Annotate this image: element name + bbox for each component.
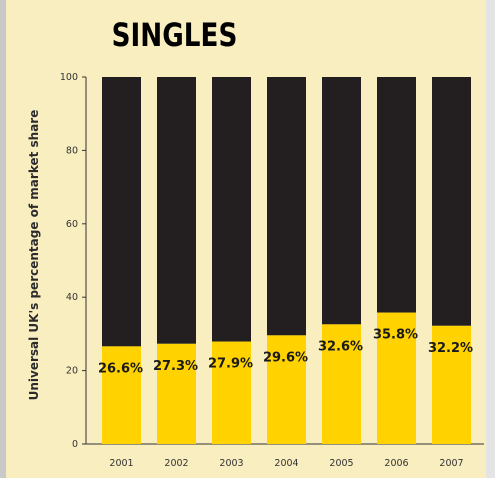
- y-tick-label: 100: [60, 72, 78, 83]
- x-tick-label-2002: 2002: [164, 458, 188, 469]
- bar-value-2002: [157, 343, 196, 444]
- y-tick-label: 80: [66, 145, 78, 156]
- bar-remainder-2006: [377, 77, 416, 313]
- data-label-2007: 32.2%: [428, 341, 473, 356]
- data-label-2001: 26.6%: [98, 361, 143, 376]
- chart-title: SINGLES: [111, 16, 238, 54]
- y-tick-label: 20: [66, 366, 78, 377]
- y-tick-label: 40: [66, 292, 78, 303]
- x-tick-label-2003: 2003: [219, 458, 243, 469]
- right-border: [486, 0, 495, 478]
- data-label-2004: 29.6%: [263, 350, 308, 365]
- data-label-2003: 27.9%: [208, 357, 253, 372]
- x-tick-label-2007: 2007: [439, 458, 463, 469]
- left-border: [0, 0, 6, 478]
- x-tick-label-2005: 2005: [329, 458, 353, 469]
- data-label-2006: 35.8%: [373, 328, 418, 343]
- bar-value-2005: [322, 324, 361, 444]
- bar-value-2001: [102, 346, 141, 444]
- bar-remainder-2005: [322, 77, 361, 325]
- x-tick-label-2001: 2001: [109, 458, 133, 469]
- data-label-2002: 27.3%: [153, 359, 198, 374]
- bar-remainder-2007: [432, 77, 471, 326]
- data-label-2005: 32.6%: [318, 339, 363, 354]
- y-tick-label: 0: [72, 439, 78, 450]
- bar-value-2004: [267, 335, 306, 444]
- x-tick-label-2004: 2004: [274, 458, 298, 469]
- y-tick-label: 60: [66, 219, 78, 230]
- bar-remainder-2004: [267, 77, 306, 336]
- bar-value-2003: [212, 341, 251, 444]
- bar-remainder-2003: [212, 77, 251, 342]
- bar-remainder-2001: [102, 77, 141, 347]
- bar-value-2006: [377, 312, 416, 444]
- bar-remainder-2002: [157, 77, 196, 344]
- x-tick-label-2006: 2006: [384, 458, 408, 469]
- bar-value-2007: [432, 325, 471, 444]
